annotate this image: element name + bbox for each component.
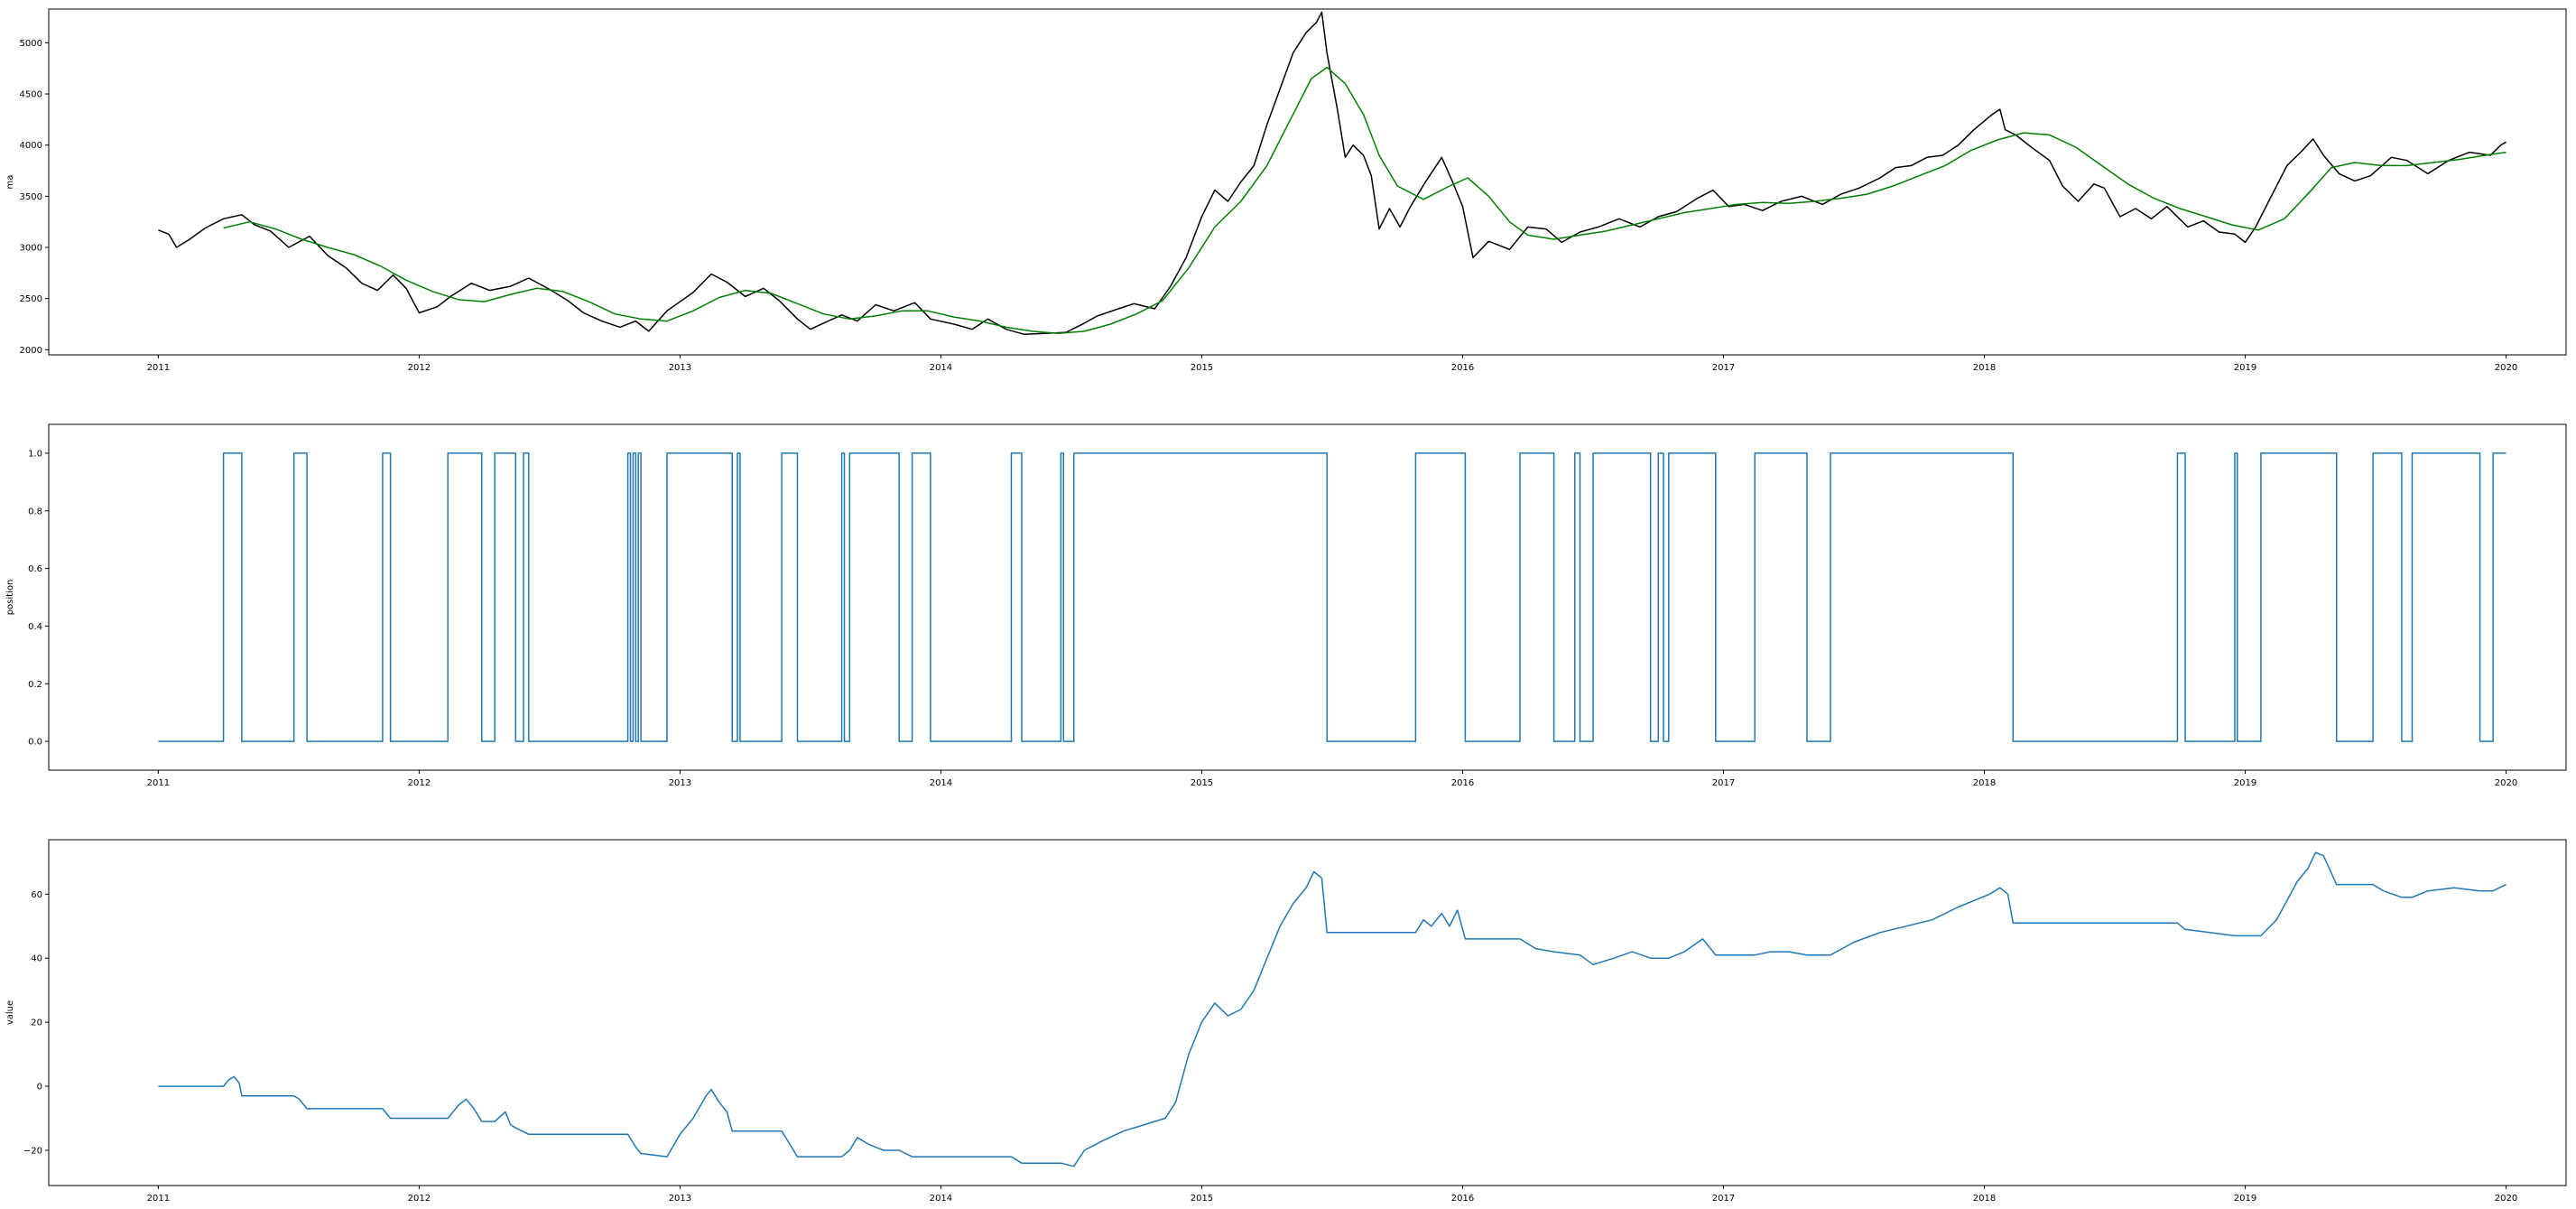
y-tick-label: 2000 bbox=[20, 346, 42, 356]
x-tick-label: 2015 bbox=[1191, 778, 1213, 788]
y-axis-label: value bbox=[5, 1000, 15, 1025]
axes-frame bbox=[48, 839, 2567, 1186]
x-tick-label: 2020 bbox=[2495, 363, 2517, 373]
x-tick-label: 2019 bbox=[2234, 778, 2256, 788]
x-tick-label: 2013 bbox=[669, 778, 691, 788]
series-line-1-0 bbox=[158, 452, 2507, 742]
series-line-0-1 bbox=[223, 66, 2507, 334]
x-tick-label: 2019 bbox=[2234, 1194, 2256, 1204]
y-tick-label: 2500 bbox=[20, 294, 42, 304]
x-tick-label: 2018 bbox=[1973, 1194, 1996, 1204]
y-tick-label: 0.2 bbox=[28, 680, 42, 690]
x-tick-label: 2013 bbox=[669, 1194, 691, 1204]
y-tick-label: 1.0 bbox=[28, 449, 42, 459]
x-tick-label: 2017 bbox=[1712, 1194, 1735, 1204]
y-tick-label: 3000 bbox=[20, 244, 42, 254]
y-tick-label: 60 bbox=[31, 890, 42, 900]
y-tick-label: 5000 bbox=[20, 39, 42, 49]
x-tick-label: 2020 bbox=[2495, 778, 2517, 788]
y-tick-label: 4500 bbox=[20, 90, 42, 100]
x-tick-label: 2011 bbox=[147, 363, 170, 373]
x-tick-label: 2016 bbox=[1451, 778, 1474, 788]
x-tick-label: 2015 bbox=[1191, 1194, 1213, 1204]
x-tick-label: 2015 bbox=[1191, 363, 1213, 373]
x-tick-label: 2019 bbox=[2234, 363, 2256, 373]
y-tick-label: 4000 bbox=[20, 141, 42, 151]
x-tick-label: 2011 bbox=[147, 1194, 170, 1204]
x-tick-label: 2011 bbox=[147, 778, 170, 788]
position-panel: 2011 2012 2013 2014 2015 2016 2017 2018 2019 2020… bbox=[5, 423, 2567, 788]
y-tick-label: 40 bbox=[31, 954, 42, 964]
y-tick-label: 0.8 bbox=[28, 507, 42, 516]
x-tick-label: 2012 bbox=[408, 1194, 431, 1204]
y-tick-label: −20 bbox=[23, 1146, 42, 1156]
x-tick-label: 2013 bbox=[669, 363, 691, 373]
x-tick-label: 2014 bbox=[930, 363, 952, 373]
y-axis-label: position bbox=[5, 580, 15, 616]
axes-frame bbox=[48, 8, 2567, 356]
x-tick-label: 2018 bbox=[1973, 363, 1996, 373]
y-tick-label: 3500 bbox=[20, 192, 42, 202]
x-tick-label: 2012 bbox=[408, 778, 431, 788]
y-tick-label: 0.0 bbox=[28, 738, 42, 748]
x-tick-label: 2018 bbox=[1973, 778, 1996, 788]
y-axis-label: ma bbox=[5, 175, 15, 190]
y-tick-label: 0 bbox=[37, 1083, 42, 1093]
x-tick-label: 2020 bbox=[2495, 1194, 2517, 1204]
axes-frame bbox=[48, 423, 2567, 771]
x-tick-label: 2014 bbox=[930, 1194, 952, 1204]
x-tick-label: 2012 bbox=[408, 363, 431, 373]
series-line-0-0 bbox=[158, 11, 2507, 336]
x-tick-label: 2017 bbox=[1712, 778, 1735, 788]
value-panel: 2011 2012 2013 2014 2015 2016 2017 2018 2019 2020… bbox=[5, 839, 2567, 1204]
y-tick-label: 0.4 bbox=[28, 622, 42, 632]
x-tick-label: 2016 bbox=[1451, 363, 1474, 373]
price-ma-panel: 2011 2012 2013 2014 2015 2016 2017 2018 2019 2020… bbox=[5, 8, 2567, 373]
y-tick-label: 20 bbox=[31, 1018, 42, 1028]
x-tick-label: 2017 bbox=[1712, 363, 1735, 373]
x-tick-label: 2014 bbox=[930, 778, 952, 788]
series-line-2-0 bbox=[158, 851, 2507, 1167]
x-tick-label: 2016 bbox=[1451, 1194, 1474, 1204]
y-tick-label: 0.6 bbox=[28, 564, 42, 574]
